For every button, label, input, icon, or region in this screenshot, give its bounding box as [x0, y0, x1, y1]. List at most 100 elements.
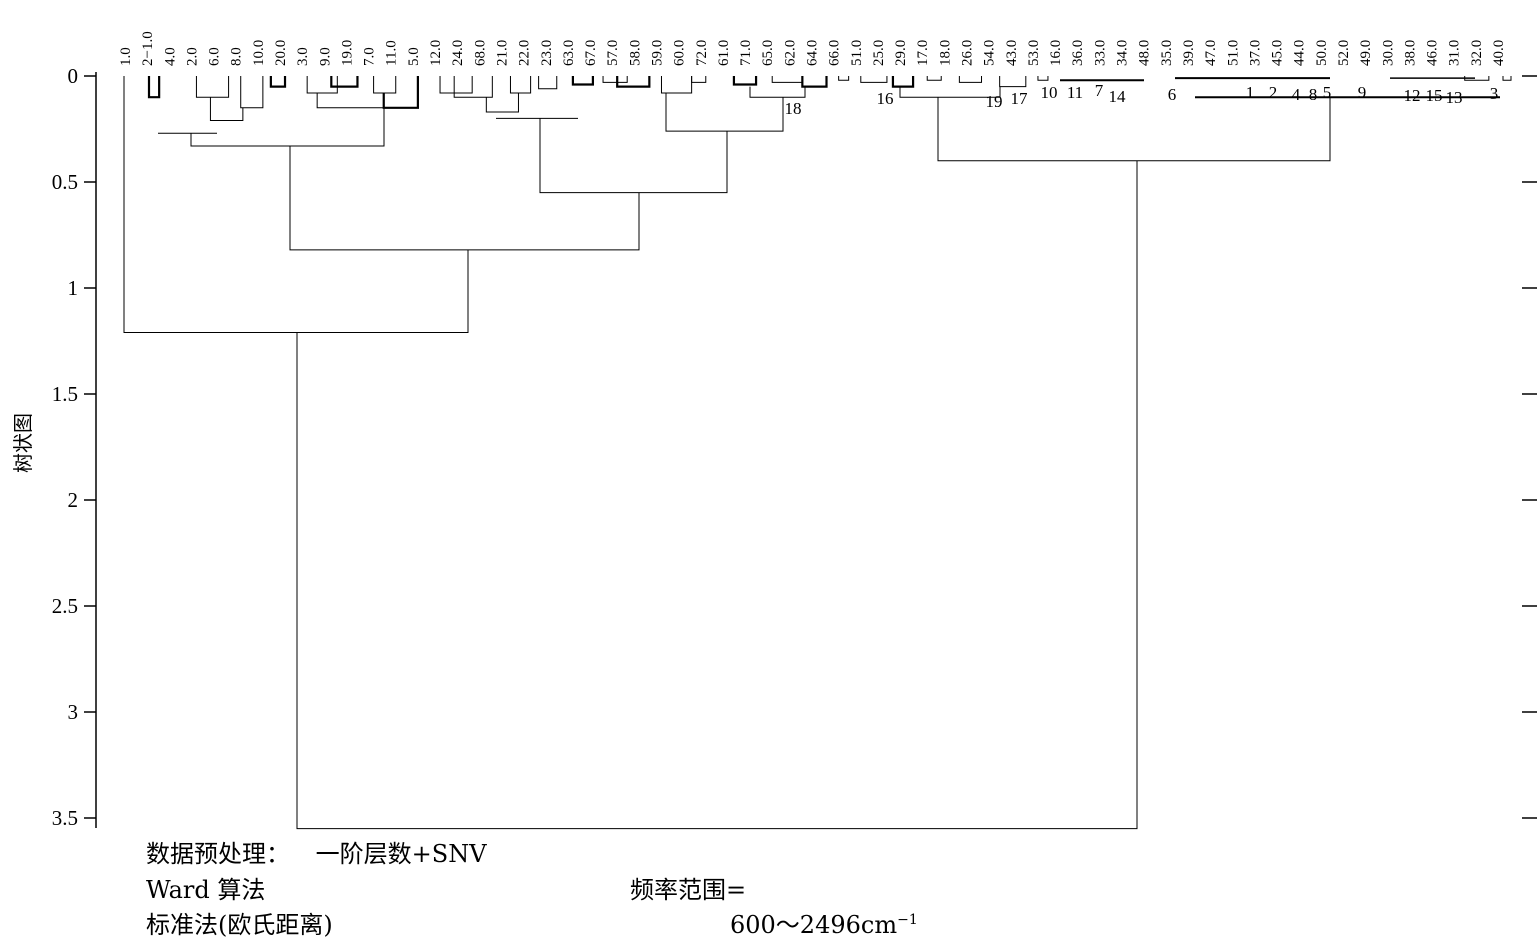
dendrogram-link	[926, 76, 942, 81]
leaf-label: 61.0	[716, 40, 732, 66]
leaf-label: 34.0	[1115, 40, 1131, 66]
dendrogram-link	[147, 76, 161, 99]
leaf-label: 2.0	[184, 47, 200, 66]
cluster-label: 6	[1168, 85, 1177, 104]
dendrogram-link	[538, 76, 558, 90]
preprocess-value: 一阶层数+SNV	[315, 840, 487, 868]
dendrogram-link	[123, 76, 469, 334]
leaf-label: 60.0	[672, 40, 688, 66]
leaf-label: 32.0	[1469, 40, 1485, 66]
leaf-label: 26.0	[960, 40, 976, 66]
leaf-label: 29.0	[893, 40, 909, 66]
dendrogram-link	[616, 76, 651, 88]
cluster-label: 5	[1323, 83, 1332, 102]
leaf-label: 30.0	[1380, 40, 1396, 66]
leaf-label: 36.0	[1070, 40, 1086, 66]
dendrogram-link	[999, 76, 1027, 88]
leaf-label: 65.0	[760, 40, 776, 66]
cluster-label: 18	[785, 99, 802, 118]
cluster-label: 3	[1490, 84, 1499, 103]
cluster-label: 12	[1404, 86, 1421, 105]
leaf-label: 2−1.0	[140, 31, 156, 66]
frequency-value: 600～2496cm−1	[730, 905, 918, 940]
leaf-label: 21.0	[494, 40, 510, 66]
frequency-range: 600～2496cm	[730, 911, 898, 939]
leaf-label: 7.0	[362, 47, 378, 66]
cluster-label: 9	[1358, 83, 1367, 102]
leaf-label: 68.0	[472, 40, 488, 66]
leaf-label: 72.0	[694, 40, 710, 66]
leaf-label: 51.0	[1225, 40, 1241, 66]
leaf-label: 64.0	[805, 40, 821, 66]
cluster-label: 16	[877, 89, 894, 108]
right-tick-group	[1522, 75, 1537, 819]
leaf-label: 45.0	[1270, 40, 1286, 66]
leaf-label: 20.0	[273, 40, 289, 66]
leaf-label: 35.0	[1159, 40, 1175, 66]
leaf-label: 19.0	[339, 40, 355, 66]
frequency-unit-exponent: −1	[897, 912, 918, 928]
dendrogram-link	[899, 86, 1001, 98]
leaf-label: 46.0	[1425, 40, 1441, 66]
cluster-label: 4	[1292, 85, 1301, 104]
cluster-label: 8	[1309, 85, 1318, 104]
dendrogram-link	[306, 76, 338, 94]
y-tick-label: 3.5	[52, 806, 78, 830]
leaf-label: 6.0	[207, 47, 223, 66]
dendrogram-link	[382, 76, 419, 109]
leaf-label: 59.0	[649, 40, 665, 66]
cluster-label: 15	[1426, 86, 1443, 105]
leaf-label: 39.0	[1181, 40, 1197, 66]
leaf-label: 22.0	[517, 40, 533, 66]
y-tick-label: 3	[68, 700, 79, 724]
y-tick-label: 0.5	[52, 170, 78, 194]
leaf-label: 12.0	[428, 40, 444, 66]
leaf-label: 23.0	[539, 40, 555, 66]
leaf-label: 44.0	[1292, 40, 1308, 66]
cluster-label: 17	[1011, 89, 1029, 108]
dendrogram-link	[660, 76, 693, 94]
leaf-label: 58.0	[627, 40, 643, 66]
dendrogram-link	[665, 92, 784, 132]
y-tick-label: 1	[68, 276, 79, 300]
leaf-label: 9.0	[317, 47, 333, 66]
dendrogram-link	[958, 76, 983, 83]
dendrogram-link	[485, 92, 519, 113]
dendrogram-link	[296, 160, 1138, 830]
dendrogram-link	[373, 76, 397, 94]
dendrogram-link	[602, 76, 628, 83]
dendrogram-link	[316, 92, 396, 109]
dendrogram-link	[732, 76, 758, 86]
dendrogram-link	[190, 107, 385, 147]
leaf-label: 53.0	[1026, 40, 1042, 66]
leaf-label: 38.0	[1402, 40, 1418, 66]
y-tick-label: 0	[68, 64, 79, 88]
leaf-label: 8.0	[229, 47, 245, 66]
preprocess-label: 数据预处理： 一阶层数+SNV	[146, 834, 487, 869]
cluster-label: 14	[1109, 87, 1127, 106]
dendrogram-link	[749, 86, 806, 98]
leaf-label: 62.0	[782, 40, 798, 66]
cluster-label: 7	[1095, 81, 1104, 100]
dendrogram-link	[691, 76, 707, 83]
leaf-label: 52.0	[1336, 40, 1352, 66]
standard-label: 标准法(欧氏距离)	[146, 911, 333, 939]
dendrogram-link	[1464, 76, 1490, 81]
leaf-label: 11.0	[384, 40, 400, 66]
cluster-label: 11	[1067, 83, 1083, 102]
leaf-label: 54.0	[982, 40, 998, 66]
y-tick-label: 1.5	[52, 382, 78, 406]
dendrogram-link	[209, 97, 244, 122]
leaf-label: 16.0	[1048, 40, 1064, 66]
leaf-label: 51.0	[849, 40, 865, 66]
dendrogram-link	[539, 118, 728, 194]
dendrogram-link	[860, 76, 888, 83]
dendrogram-link	[439, 76, 473, 94]
preprocess-text: 数据预处理：	[146, 840, 290, 868]
leaf-label: 31.0	[1447, 40, 1463, 66]
cluster-label: 13	[1446, 88, 1463, 107]
frequency-label: 频率范围=	[630, 876, 747, 904]
leaf-label: 17.0	[915, 40, 931, 66]
dendrogram-link	[771, 76, 803, 83]
